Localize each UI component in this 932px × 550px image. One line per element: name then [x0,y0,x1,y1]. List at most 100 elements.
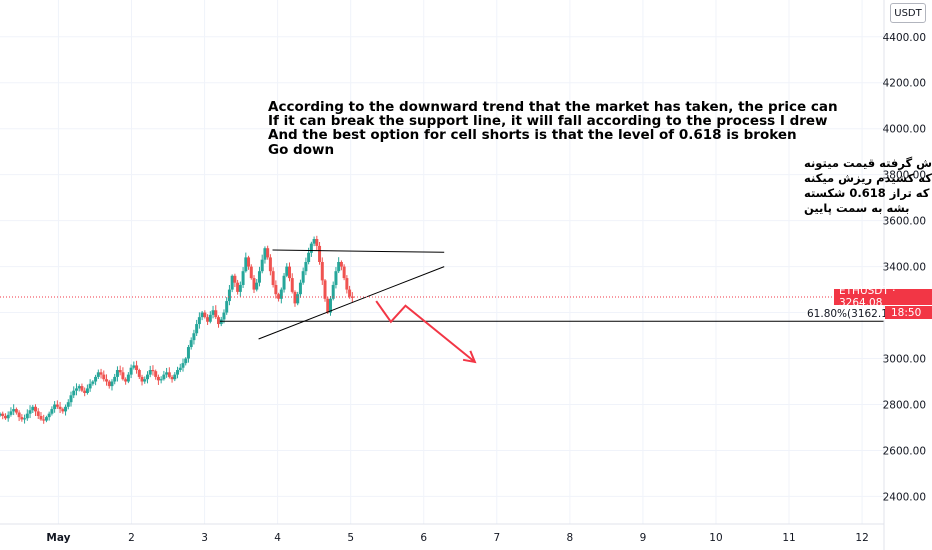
candle-body [271,271,275,285]
candle-body [206,317,210,322]
candle-body [249,266,253,279]
persian-annotation[interactable]: با توجه به روند ریزشی که بازار به خودش گ… [804,156,932,215]
candle-body [135,365,139,371]
candle-body [282,275,286,290]
candle-body [64,406,68,412]
candle-body [36,411,40,416]
note-fa-line-4: بشه به سمت پایین [804,201,910,215]
candle-body [83,390,87,393]
currency-selector[interactable]: USDT [890,3,926,23]
candle-body [94,376,98,382]
candle-body [66,402,70,407]
candle-body [102,374,106,380]
candle-body [44,417,48,421]
candle-body [227,289,231,302]
candle-body [58,406,62,410]
line-projection[interactable] [375,300,476,363]
candle-body [156,376,160,381]
candle-body [88,383,92,389]
note-fa-line-3: و بهترین گزینه برای سل شورت اینه که تراز… [804,186,932,201]
time-tick-label: 9 [640,532,647,544]
price-tick-label: 4200.00 [883,78,926,90]
candle-body [211,310,215,315]
candle-body [274,284,278,295]
time-tick-label: 4 [274,532,281,544]
candle-body [252,278,256,290]
candle-body [195,324,199,334]
candle-body [266,248,270,258]
candle-body [186,347,190,359]
candle-body [244,257,248,272]
candle-body [176,370,180,375]
candle-body [296,294,300,304]
candle-body [72,390,76,396]
price-tick-label: 3600.00 [883,216,926,228]
english-annotation[interactable]: According to the downward trend that the… [268,99,838,158]
candle-body [350,296,354,298]
price-tick-label: 4000.00 [883,124,926,136]
countdown-tag: 18:50 [885,305,932,319]
candle-body [80,386,84,391]
candle-body [184,358,188,364]
price-tick-label: 4400.00 [883,32,926,44]
candle-body [115,370,119,377]
candle-body [6,414,10,419]
candle-body [3,415,7,419]
candle-body [162,374,166,380]
candle-body [74,388,78,391]
candle-body [143,379,147,382]
candle-body [277,294,281,299]
candle-body [285,266,289,276]
candle-body [20,417,24,420]
price-tick-label: 2600.00 [883,445,926,457]
candle-body [255,282,259,290]
candle-body [298,282,302,295]
candle-body [61,409,65,412]
candle-body [293,291,297,304]
line-resistance[interactable] [272,249,445,253]
candle-body [214,310,218,318]
candle-body [178,367,182,371]
candle-body [230,275,234,290]
candle-body [173,374,177,380]
candle-body [238,284,242,292]
time-tick-label: 5 [347,532,354,544]
candle-body [181,363,185,368]
candle-body [148,370,152,375]
last-price-tag: ETHUSDT · 3264.08 [834,285,932,309]
price-tick-label: 2800.00 [883,399,926,411]
candle-body [23,418,27,420]
candle-body [25,413,29,419]
note-fa-line-1: با توجه به روند ریزشی که بازار به خودش گ… [804,156,932,171]
candle-body [85,388,89,393]
note-fa-line-2: اگه بتونه خط حمایت رو بشکنه طبق روندی که… [804,171,932,186]
candle-body [342,266,346,279]
candle-body [1,413,5,416]
candle-body [323,280,327,299]
time-axis[interactable]: May 2 3 4 5 6 7 8 9 10 11 12 [46,532,868,544]
candle-body [189,340,193,348]
candle-body [301,271,305,283]
candle-body [124,379,128,382]
grid-lines [0,0,884,524]
candle-body [110,381,114,387]
candle-body [334,271,338,285]
candle-body [257,271,261,283]
candle-body [331,284,335,299]
fib-level-label: 61.80%(3162.19) [806,308,900,320]
price-tick-label: 3000.00 [883,354,926,366]
candle-body [290,278,294,292]
candle-body [345,278,349,290]
candle-body [170,376,174,380]
candle-body [151,370,155,372]
candle-body [288,266,292,279]
candle-body [140,376,144,382]
candle-body [216,317,220,325]
line-support[interactable] [258,266,445,340]
candle-body [279,289,283,299]
candle-body [53,404,57,410]
candle-body [165,372,169,375]
candle-body [225,301,229,313]
price-axis[interactable]: 2400.002600.002800.003000.003200.003400.… [883,32,926,504]
